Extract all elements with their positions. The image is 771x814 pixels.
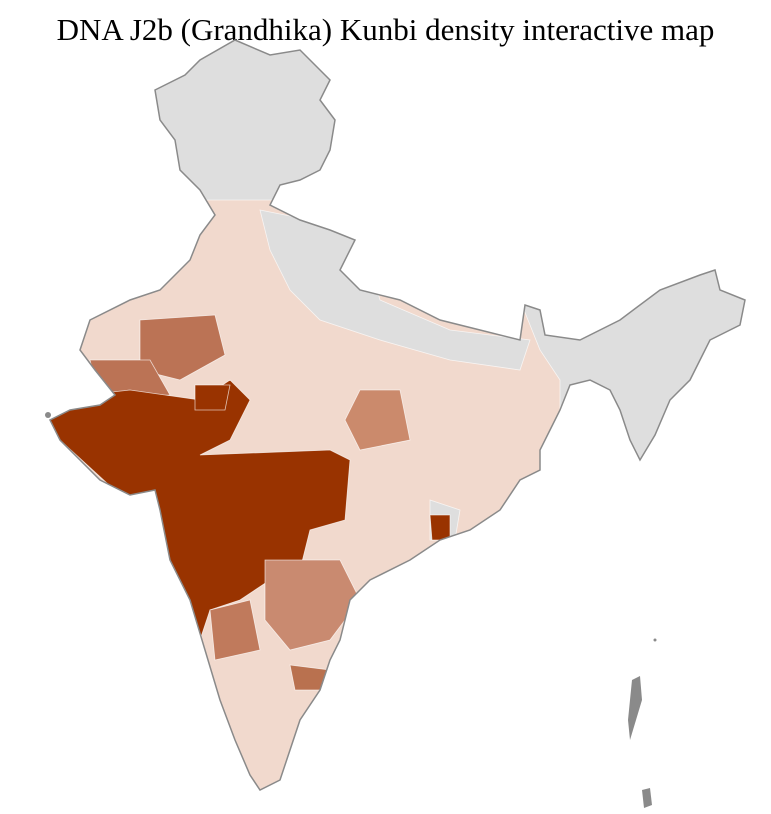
central-patch (344, 389, 411, 451)
karnataka-patch (264, 559, 361, 651)
mp-patch (194, 384, 231, 411)
island (45, 412, 51, 418)
north-region (139, 40, 361, 201)
island (653, 638, 657, 642)
map-title: DNA J2b (Grandhika) Kunbi density intera… (56, 12, 715, 47)
andaman-islands (628, 676, 642, 740)
goa-patch (209, 599, 261, 661)
northeast-region (519, 259, 745, 481)
nicobar-islands (642, 788, 652, 808)
odisha-patch (429, 514, 451, 541)
islands (45, 412, 657, 808)
